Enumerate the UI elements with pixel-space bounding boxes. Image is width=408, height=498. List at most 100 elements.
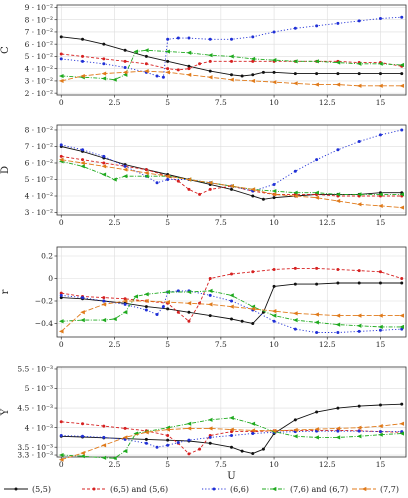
data-point [356, 313, 362, 318]
data-point [400, 327, 404, 331]
series-0 [59, 35, 404, 78]
data-point [102, 154, 106, 158]
x-tick-label: 15 [376, 98, 386, 107]
data-point [272, 196, 276, 200]
data-point [122, 435, 128, 440]
data-point [293, 193, 298, 199]
y-tick-label: 4 · 10⁻³ [25, 423, 53, 432]
data-point [336, 148, 340, 152]
data-point [378, 313, 383, 318]
x-tick-label: 12.5 [319, 218, 336, 227]
data-point [357, 281, 361, 285]
data-point [58, 73, 64, 79]
data-point [187, 64, 191, 68]
data-point [102, 57, 106, 61]
series-line [60, 300, 402, 332]
series-0 [59, 144, 404, 201]
data-point [144, 62, 148, 66]
x-tick-label: 5 [165, 218, 170, 227]
data-point [59, 433, 63, 437]
data-point [335, 192, 341, 197]
panel-y: 0 2.5 5 7.5 10 12.5 15 3.3 · 10⁻³3.5 · 10⁻³ 4 · … [0, 365, 407, 482]
data-point [101, 318, 107, 323]
data-point [176, 310, 180, 314]
data-point [335, 426, 341, 431]
data-point [250, 428, 256, 433]
series-4 [58, 69, 405, 88]
y-tick-label: 3.3 · 10⁻³ [17, 451, 53, 460]
data-point [272, 182, 276, 186]
data-point [251, 451, 255, 455]
x-tick-label: 2.5 [108, 340, 120, 349]
data-point [230, 317, 233, 321]
data-point [208, 441, 212, 445]
data-point [240, 74, 244, 78]
y-tick-label: 0 [48, 274, 53, 283]
data-point [112, 177, 117, 182]
data-point [187, 452, 191, 456]
data-point [230, 59, 233, 63]
series-4 [58, 421, 405, 462]
data-point [144, 170, 149, 175]
data-point [59, 143, 63, 147]
data-point [122, 167, 128, 172]
data-point [400, 15, 404, 19]
data-point [229, 184, 234, 189]
data-point [271, 58, 277, 63]
data-point [293, 427, 298, 433]
data-point [271, 313, 277, 318]
data-point [123, 65, 127, 69]
data-point [336, 21, 340, 25]
legend-label: (6,6) [230, 485, 249, 494]
data-point [271, 192, 277, 197]
data-point [378, 203, 383, 208]
data-point [272, 268, 276, 271]
data-point [399, 83, 405, 88]
data-point [102, 299, 106, 303]
y-tick-label: 7 · 10⁻² [25, 28, 53, 37]
x-tick-label: 5 [165, 460, 170, 469]
data-point [293, 81, 298, 86]
data-point [207, 426, 213, 431]
data-point [198, 447, 202, 451]
series-3 [58, 48, 405, 82]
data-point [315, 72, 319, 76]
data-point [357, 72, 361, 76]
data-point [335, 313, 341, 318]
data-point [144, 441, 148, 445]
legend-label: (7,7) [380, 485, 399, 494]
y-tick-label: 5 · 10⁻³ [25, 384, 53, 393]
x-tick-label: 10 [269, 218, 279, 227]
y-tick-label: 9 · 10⁻² [25, 3, 53, 12]
data-point [166, 37, 170, 41]
data-point [293, 318, 298, 323]
data-point [399, 324, 405, 329]
data-point [293, 327, 297, 331]
data-point [399, 313, 405, 318]
data-point [251, 73, 255, 77]
data-point [81, 54, 85, 58]
data-point [378, 432, 383, 437]
series-line [61, 290, 402, 333]
data-point [378, 83, 383, 88]
y-tick-label: 8 · 10⁻² [25, 15, 53, 24]
data-point [314, 427, 319, 432]
legend-marker [14, 487, 18, 491]
x-tick-label: 5 [165, 340, 170, 349]
data-point [186, 72, 192, 77]
data-point [399, 431, 405, 436]
data-point [101, 302, 107, 307]
data-point [101, 76, 107, 81]
series-line [61, 146, 402, 200]
x-tick-label: 15 [376, 218, 386, 227]
data-point [122, 449, 128, 454]
data-point [335, 435, 341, 440]
data-point [59, 57, 63, 61]
series-line [61, 159, 402, 209]
data-point [208, 37, 212, 41]
data-point [399, 421, 405, 426]
x-tick-label: 5 [165, 98, 170, 107]
data-point [315, 331, 319, 334]
data-point [155, 181, 159, 185]
data-point [59, 296, 63, 300]
